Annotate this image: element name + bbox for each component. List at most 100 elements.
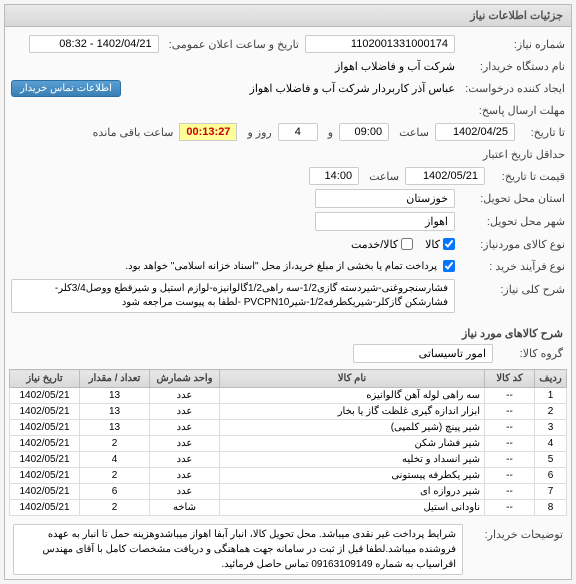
buyer-label: نام دستگاه خریدار: (455, 60, 565, 73)
cell-name: شیر فشار شکن (220, 436, 485, 452)
items-section-header: شرح کالاهای مورد نیاز (5, 321, 571, 342)
item-type-group: کالا کالا/خدمت (351, 238, 455, 251)
cell-code: -- (485, 420, 535, 436)
form-area: شماره نیاز: 1102001331000174 تاریخ و ساع… (5, 27, 571, 321)
announce-label: تاریخ و ساعت اعلان عمومی: (165, 38, 299, 51)
cell-unit: عدد (150, 404, 220, 420)
cell-name: شیر یکطرفه پیستونی (220, 468, 485, 484)
cell-date: 1402/05/21 (10, 436, 80, 452)
cell-name: شیر دروازه ای (220, 484, 485, 500)
buy-type-note: پرداخت تمام یا بخشی از مبلغ خرید،از محل … (125, 261, 437, 272)
buy-type-checkbox[interactable] (443, 260, 455, 272)
va-label: و (324, 126, 333, 139)
cell-code: -- (485, 500, 535, 516)
buyer-value: شرکت آب و فاضلاب اهواز (335, 60, 455, 73)
table-row[interactable]: 7--شیر دروازه ایعدد61402/05/21 (10, 484, 567, 500)
cell-code: -- (485, 404, 535, 420)
table-row[interactable]: 5--شیر انسداد و تخلیهعدد41402/05/21 (10, 452, 567, 468)
cell-idx: 7 (535, 484, 567, 500)
requester-label: ایجاد کننده درخواست: (455, 82, 565, 95)
th-qty: تعداد / مقدار (80, 370, 150, 388)
items-table: ردیف کد کالا نام کالا واحد شمارش تعداد /… (9, 369, 567, 516)
cell-date: 1402/05/21 (10, 420, 80, 436)
cell-idx: 3 (535, 420, 567, 436)
general-desc-label: شرح کلی نیاز: (455, 279, 565, 296)
price-until-label: قیمت تا تاریخ: (485, 170, 565, 183)
deadline-tarikh-label: تا تاریخ: (515, 126, 565, 139)
table-row[interactable]: 1--سه راهی لوله آهن گالوانیزهعدد131402/0… (10, 388, 567, 404)
deadline-time: 09:00 (339, 123, 389, 141)
checkbox-khadamat-label: کالا/خدمت (351, 238, 398, 251)
cell-date: 1402/05/21 (10, 500, 80, 516)
cell-unit: عدد (150, 388, 220, 404)
announce-value: 1402/04/21 - 08:32 (29, 35, 159, 53)
cell-name: شیر انسداد و تخلیه (220, 452, 485, 468)
cell-idx: 2 (535, 404, 567, 420)
table-row[interactable]: 4--شیر فشار شکنعدد21402/05/21 (10, 436, 567, 452)
province-label: استان محل تحویل: (455, 192, 565, 205)
rooz-label: روز و (243, 126, 271, 139)
cell-unit: عدد (150, 468, 220, 484)
group-value: امور تاسیساتی (353, 344, 493, 363)
cell-unit: عدد (150, 452, 220, 468)
th-unit: واحد شمارش (150, 370, 220, 388)
checkbox-kala-input[interactable] (443, 238, 455, 250)
th-name: نام کالا (220, 370, 485, 388)
cell-qty: 6 (80, 484, 150, 500)
th-date: تاریخ نیاز (10, 370, 80, 388)
remain-label: ساعت باقی مانده (89, 126, 174, 139)
cell-qty: 2 (80, 468, 150, 484)
min-valid-label: حداقل تاریخ اعتبار (455, 148, 565, 161)
th-code: کد کالا (485, 370, 535, 388)
checkbox-kala-label: کالا (425, 238, 440, 251)
cell-unit: عدد (150, 420, 220, 436)
cell-idx: 5 (535, 452, 567, 468)
cell-unit: شاخه (150, 500, 220, 516)
cell-qty: 2 (80, 436, 150, 452)
cell-name: سه راهی لوله آهن گالوانیزه (220, 388, 485, 404)
buyer-desc-label: توضیحات خریدار: (463, 524, 563, 541)
cell-idx: 8 (535, 500, 567, 516)
deadline-label: مهلت ارسال پاسخ: (455, 104, 565, 117)
th-row: ردیف (535, 370, 567, 388)
cell-qty: 4 (80, 452, 150, 468)
checkbox-kala[interactable]: کالا (425, 238, 455, 251)
cell-qty: 2 (80, 500, 150, 516)
buyer-desc-value: شرایط پرداخت غیر نقدی میباشد. محل تحویل … (13, 524, 463, 575)
checkbox-khadamat-input[interactable] (401, 238, 413, 250)
province-value: خوزستان (315, 189, 455, 208)
cell-idx: 4 (535, 436, 567, 452)
cell-qty: 13 (80, 388, 150, 404)
countdown-timer: 00:13:27 (179, 123, 237, 141)
details-panel: جزئیات اطلاعات نیاز شماره نیاز: 11020013… (4, 4, 572, 580)
table-row[interactable]: 3--شیر پینچ (شیر کلمپی)عدد131402/05/21 (10, 420, 567, 436)
saat-label-2: ساعت (365, 170, 399, 183)
panel-title: جزئیات اطلاعات نیاز (5, 5, 571, 27)
contact-button[interactable]: اطلاعات تماس خریدار (11, 80, 121, 97)
cell-idx: 6 (535, 468, 567, 484)
cell-idx: 1 (535, 388, 567, 404)
deadline-date: 1402/04/25 (435, 123, 515, 141)
need-no-value: 1102001331000174 (305, 35, 455, 53)
cell-date: 1402/05/21 (10, 468, 80, 484)
cell-qty: 13 (80, 404, 150, 420)
saat-label-1: ساعت (395, 126, 429, 139)
valid-time: 14:00 (309, 167, 359, 185)
cell-name: ابزار اندازه گیری غلظت گاز یا بخار (220, 404, 485, 420)
cell-name: ناودانی استیل (220, 500, 485, 516)
city-value: اهواز (315, 212, 455, 231)
checkbox-khadamat[interactable]: کالا/خدمت (351, 238, 413, 251)
cell-qty: 13 (80, 420, 150, 436)
days-remaining: 4 (278, 123, 318, 141)
cell-date: 1402/05/21 (10, 388, 80, 404)
cell-unit: عدد (150, 436, 220, 452)
table-row[interactable]: 8--ناودانی استیلشاخه21402/05/21 (10, 500, 567, 516)
cell-code: -- (485, 484, 535, 500)
table-row[interactable]: 6--شیر یکطرفه پیستونیعدد21402/05/21 (10, 468, 567, 484)
requester-value: عباس آذر کاربردار شرکت آب و فاضلاب اهواز (121, 82, 455, 95)
need-no-label: شماره نیاز: (455, 38, 565, 51)
table-row[interactable]: 2--ابزار اندازه گیری غلظت گاز یا بخارعدد… (10, 404, 567, 420)
cell-code: -- (485, 436, 535, 452)
cell-code: -- (485, 452, 535, 468)
general-desc-value: فشارسنجروغنی-شیردسته گازی1/2-سه راهی1/2گ… (11, 279, 455, 313)
